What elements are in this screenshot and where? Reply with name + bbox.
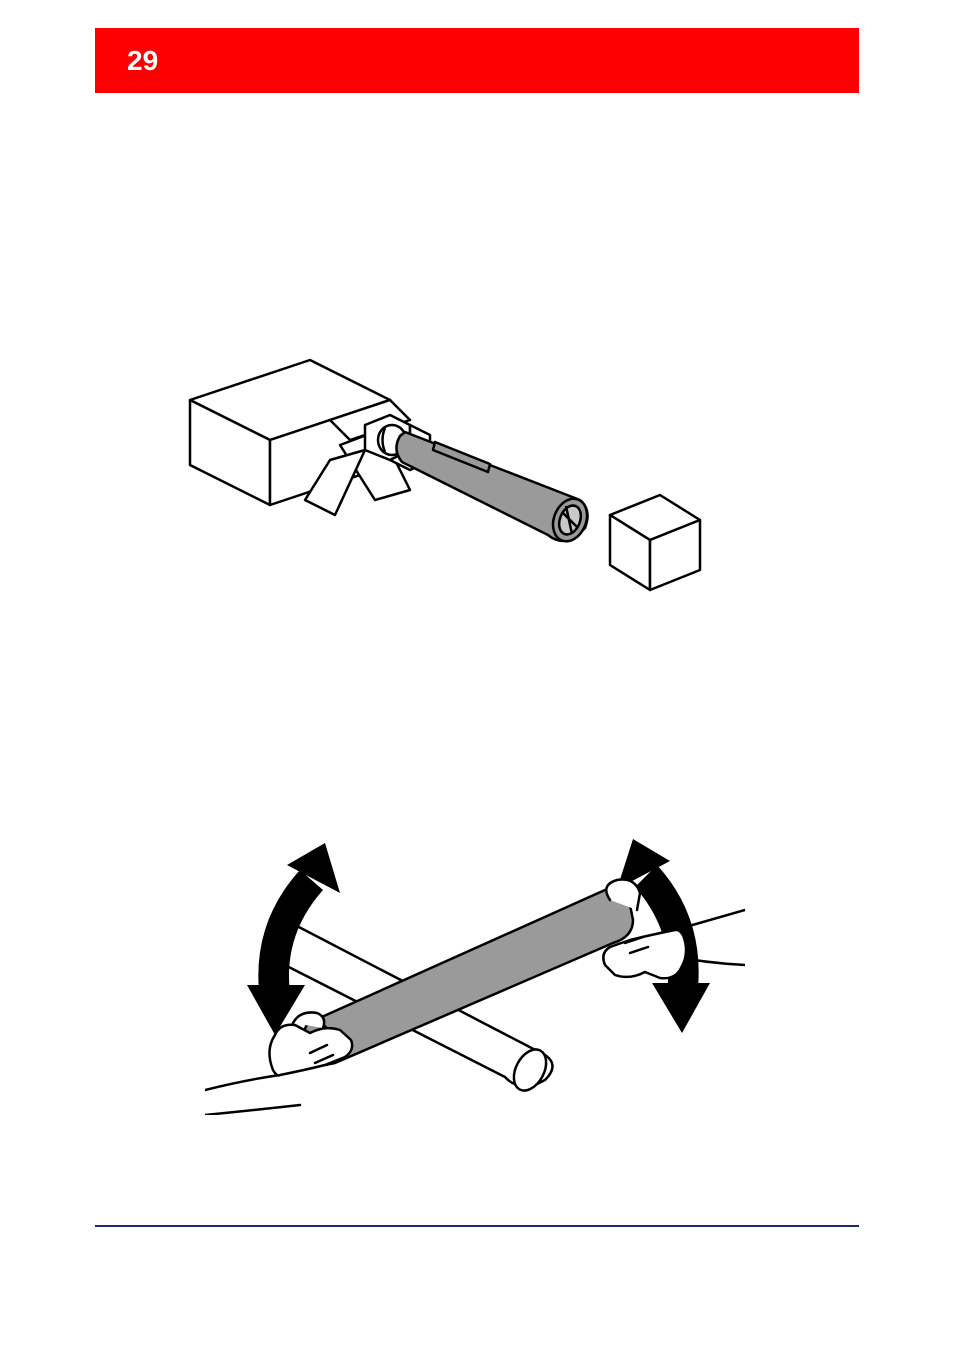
illustration-rock-cartridge — [205, 825, 745, 1115]
illustration-cartridge-box — [180, 350, 710, 610]
footer-rule — [95, 1225, 859, 1227]
header-bar: 29 — [95, 28, 859, 93]
page-number: 29 — [127, 45, 158, 77]
rock-arrow-left — [247, 843, 340, 1035]
